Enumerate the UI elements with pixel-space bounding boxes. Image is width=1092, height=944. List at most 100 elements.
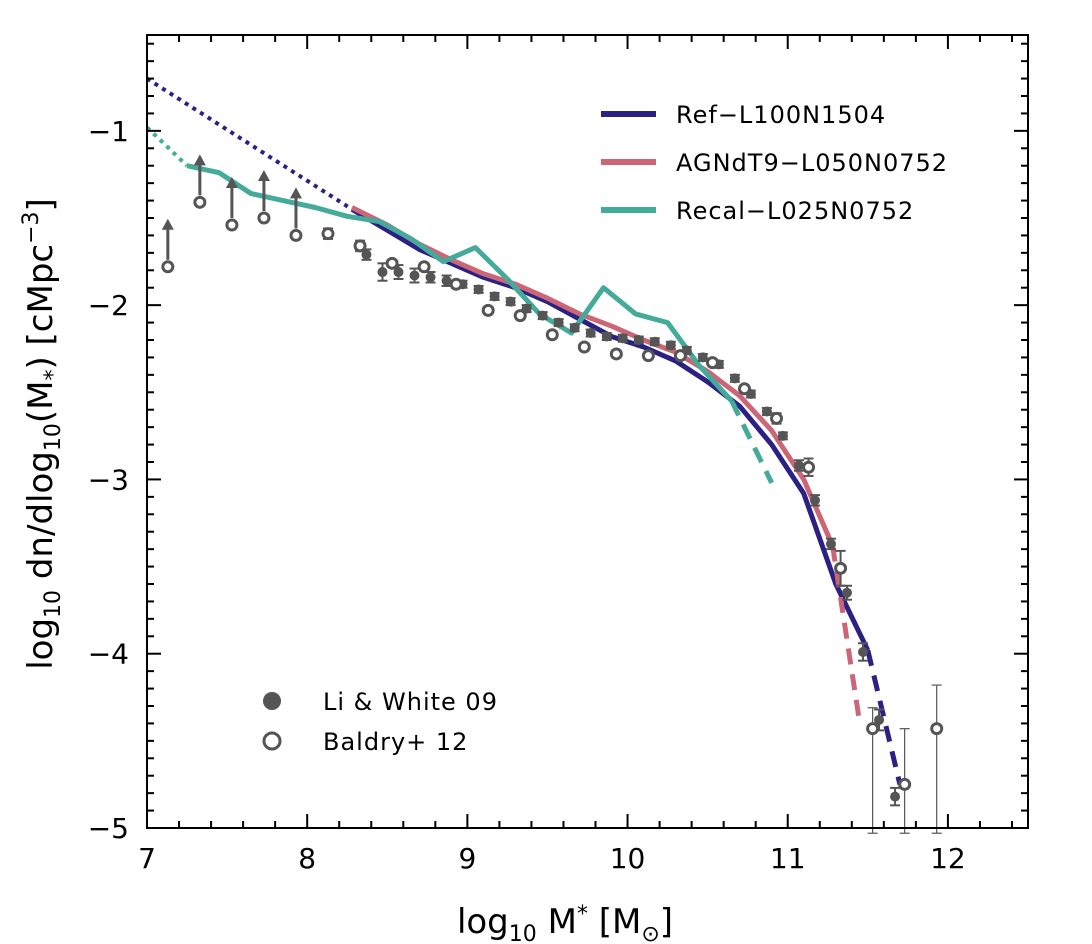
baldry-point (257, 170, 271, 225)
legend-label-3: Recal−L025N0752 (676, 197, 914, 225)
li-white-point (473, 284, 484, 295)
open-marker (225, 218, 239, 232)
y-tick-label: −5 (88, 812, 129, 845)
baldry-point (641, 349, 655, 363)
arrow-head (161, 218, 174, 230)
baldry-point (417, 260, 431, 274)
li-white-point (601, 331, 612, 342)
open-marker (705, 356, 719, 370)
filled-marker (809, 495, 820, 506)
li-white-point (841, 584, 852, 601)
li-white-point (441, 274, 452, 287)
filled-marker (425, 272, 436, 283)
x-axis-title: log10 M* [M⊙] (457, 902, 673, 944)
y-tick-label: −2 (88, 289, 129, 322)
baldry-point (737, 382, 751, 396)
arrow-head (225, 176, 238, 188)
open-marker (609, 347, 623, 361)
filled-marker (841, 587, 852, 598)
filled-marker (441, 275, 452, 286)
filled-marker (649, 336, 660, 347)
open-marker (161, 260, 175, 274)
baldry-point (193, 154, 207, 209)
open-marker (673, 349, 687, 363)
open-marker (834, 561, 848, 575)
baldry-point (930, 684, 944, 834)
filled-marker (617, 333, 628, 344)
li-white-point (393, 264, 404, 280)
filled-marker (729, 373, 740, 384)
filled-marker (777, 430, 788, 441)
filled-marker (761, 406, 772, 417)
filled-marker (377, 267, 388, 278)
legend-open-marker (262, 731, 282, 751)
baldry-point (161, 218, 175, 274)
li-white-point (665, 340, 676, 351)
li-white-point (569, 322, 580, 333)
y-tick-label: −1 (88, 115, 129, 148)
filled-marker (665, 340, 676, 351)
x-tick-label: 7 (138, 842, 156, 875)
li-white-point (649, 336, 660, 347)
baldry-point (802, 457, 816, 477)
filled-marker (569, 322, 580, 333)
li-white-point (793, 459, 804, 472)
baldry-point (289, 187, 303, 242)
legend-label-2: AGNdT9−L050N0752 (676, 149, 948, 177)
legend-filled-marker (263, 692, 281, 710)
open-marker (193, 195, 207, 209)
open-marker (417, 260, 431, 274)
open-marker (321, 227, 335, 241)
li-white-point (617, 333, 628, 344)
open-marker (481, 303, 495, 317)
li-white-point (825, 537, 836, 551)
li-white-point (777, 430, 788, 441)
open-marker (577, 340, 591, 354)
series-line-2-solid (350, 205, 835, 547)
li-white-point (505, 296, 516, 307)
open-marker (449, 277, 463, 291)
x-tick-label: 8 (298, 842, 316, 875)
li-white-point (425, 271, 436, 284)
baldry-point (705, 356, 719, 370)
filled-marker (489, 291, 500, 302)
legend-obs-label-2: Baldry+ 12 (323, 728, 468, 756)
baldry-point (673, 349, 687, 363)
x-tick-label: 10 (610, 842, 646, 875)
open-marker (737, 382, 751, 396)
filled-marker (874, 714, 885, 725)
arrow-head (289, 187, 302, 199)
filled-marker (473, 284, 484, 295)
open-marker (641, 349, 655, 363)
baldry-point (321, 227, 335, 241)
open-marker (898, 777, 912, 791)
x-tick-label: 11 (770, 842, 806, 875)
legend-label-1: Ref−L100N1504 (676, 101, 886, 129)
li-white-point (553, 317, 564, 328)
li-white-point (489, 291, 500, 302)
arrow-head (193, 154, 206, 166)
filled-marker (409, 270, 420, 281)
filled-marker (553, 317, 564, 328)
series-line-2-dashed (830, 545, 863, 724)
baldry-point (577, 340, 591, 354)
baldry-point (225, 176, 239, 232)
open-marker (289, 228, 303, 242)
baldry-point (609, 347, 623, 361)
y-axis-title: log10 dn/dlog10(M*) [cMpc−3] (19, 198, 66, 670)
baldry-point (481, 303, 495, 317)
series-line-1-dashed (865, 649, 903, 785)
observations-legend: Li & White 09 Baldry+ 12 (262, 688, 497, 756)
baldry-point (353, 239, 367, 253)
x-tick-label: 9 (458, 842, 476, 875)
li-white-point (761, 406, 772, 417)
baldry-point (449, 277, 463, 291)
li-white-point (697, 352, 708, 363)
filled-marker (890, 791, 901, 802)
open-marker (353, 239, 367, 253)
li-white-point (409, 267, 420, 284)
y-tick-label: −4 (88, 638, 129, 671)
baldry-point (545, 328, 559, 342)
baldry-point (770, 411, 784, 425)
baldry-point (898, 728, 912, 834)
